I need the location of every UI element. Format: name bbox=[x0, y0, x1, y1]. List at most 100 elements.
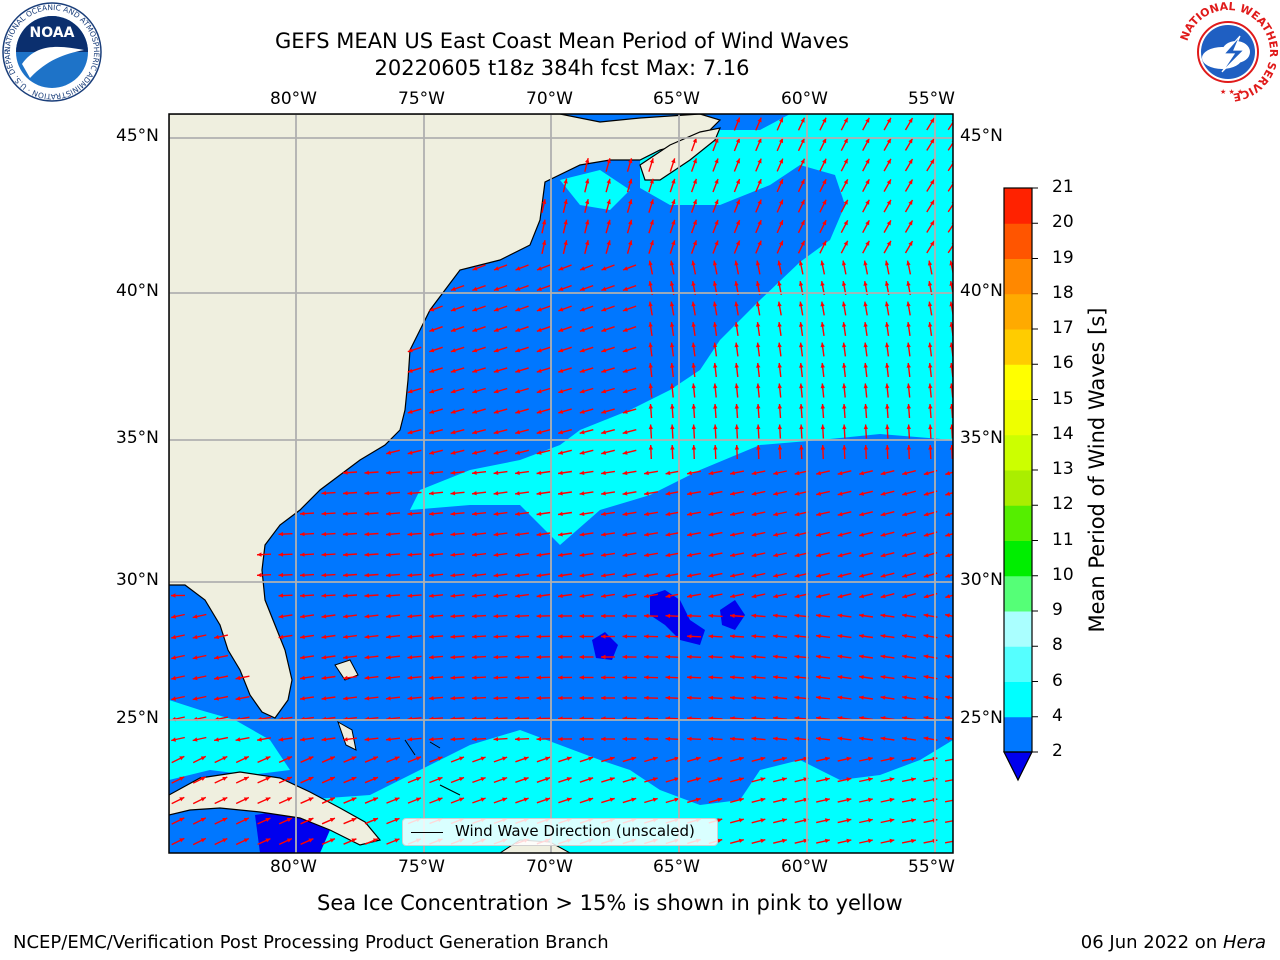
wind-wave-arrowhead bbox=[687, 573, 692, 578]
lon-label: 70°W bbox=[526, 89, 573, 109]
wind-wave-arrowhead bbox=[609, 777, 615, 782]
wind-wave-arrowhead bbox=[493, 593, 499, 598]
wind-wave-arrowhead bbox=[824, 756, 830, 761]
colorbar-segment bbox=[1004, 364, 1032, 400]
wind-wave-arrowhead bbox=[734, 260, 739, 266]
land-bahamas-1 bbox=[334, 659, 359, 681]
wind-wave-arrowhead bbox=[692, 240, 697, 246]
wind-wave-arrowhead bbox=[579, 307, 585, 312]
wind-wave-arrowhead bbox=[450, 327, 456, 332]
colorbar-segment bbox=[1004, 329, 1032, 365]
wind-wave-arrowhead bbox=[437, 797, 443, 802]
wind-wave-arrowhead bbox=[386, 491, 391, 496]
wind-wave-arrowhead bbox=[558, 389, 564, 394]
wind-wave-arrowhead bbox=[822, 199, 827, 205]
wind-wave-arrowhead bbox=[911, 756, 916, 762]
wind-wave-arrowhead bbox=[416, 797, 421, 802]
wind-wave-arrowhead bbox=[713, 383, 718, 389]
wind-wave-arrowhead bbox=[579, 430, 585, 435]
wind-wave-arrowhead bbox=[300, 511, 305, 516]
wind-wave-arrowhead bbox=[652, 797, 658, 802]
wind-wave-arrowhead bbox=[906, 363, 911, 368]
wind-wave-arrowhead bbox=[923, 654, 929, 659]
noaa-logo: NATIONAL OCEANIC AND ATMOSPHERIC ADMINIS… bbox=[2, 2, 102, 102]
wind-wave-arrowhead bbox=[386, 552, 391, 557]
wind-wave-arrowhead bbox=[756, 404, 761, 409]
wind-wave-arrow bbox=[944, 799, 953, 803]
wind-wave-direction-arrows bbox=[170, 117, 953, 846]
wind-wave-arrowhead bbox=[493, 348, 499, 353]
wind-wave-arrowhead bbox=[493, 737, 499, 742]
colorbar-tick-label: 20 bbox=[1052, 212, 1074, 233]
wind-wave-arrowhead bbox=[734, 301, 739, 307]
wind-wave-arrowhead bbox=[308, 838, 314, 843]
land-north-america bbox=[169, 114, 722, 719]
wind-wave-arrowhead bbox=[714, 158, 719, 164]
wind-wave-arrowhead bbox=[798, 301, 804, 307]
wind-wave-arrowhead bbox=[622, 286, 628, 291]
wind-wave-arrowhead bbox=[386, 655, 391, 660]
wind-wave-arrowhead bbox=[515, 593, 520, 598]
wind-wave-arrowhead bbox=[515, 511, 520, 516]
wind-wave-arrowhead bbox=[695, 777, 701, 782]
colorbar-tick-label: 4 bbox=[1052, 705, 1063, 726]
wind-wave-arrowhead bbox=[579, 695, 584, 701]
wind-wave-arrowhead bbox=[472, 511, 477, 516]
wind-wave-arrowhead bbox=[437, 777, 443, 782]
wind-wave-arrowhead bbox=[779, 138, 783, 144]
wind-wave-arrowhead bbox=[880, 594, 886, 599]
wind-wave-arrowhead bbox=[923, 573, 929, 578]
wind-wave-arrowhead bbox=[606, 178, 611, 184]
wind-wave-arrowhead bbox=[908, 179, 913, 185]
lon-label: 65°W bbox=[653, 857, 700, 877]
wind-wave-arrowhead bbox=[859, 654, 864, 659]
wind-wave-arrowhead bbox=[537, 266, 542, 271]
wind-wave-arrowhead bbox=[450, 593, 456, 598]
wind-wave-arrowhead bbox=[351, 756, 357, 761]
wind-wave-arrowhead bbox=[714, 179, 719, 184]
wind-wave-arrowhead bbox=[429, 307, 435, 312]
wind-wave-arrowhead bbox=[300, 634, 305, 639]
lat-label: 25°N bbox=[960, 708, 1003, 728]
wind-wave-arrowhead bbox=[928, 424, 933, 430]
wind-wave-arrowhead bbox=[863, 424, 868, 430]
wind-wave-arrowhead bbox=[585, 219, 590, 225]
wind-wave-arrowhead bbox=[644, 470, 649, 476]
wind-wave-arrowhead bbox=[429, 614, 434, 619]
wind-wave-arrowhead bbox=[622, 470, 628, 476]
wind-wave-arrowhead bbox=[329, 756, 335, 761]
wind-wave-arrowhead bbox=[799, 322, 804, 327]
wind-wave-arrowhead bbox=[541, 240, 547, 245]
wind-wave-arrowhead bbox=[493, 327, 499, 332]
wind-wave-arrow bbox=[944, 840, 953, 844]
wind-wave-arrowhead bbox=[687, 491, 692, 496]
wind-wave-arrowhead bbox=[601, 307, 607, 312]
wind-wave-arrowhead bbox=[179, 838, 185, 843]
wind-wave-arrowhead bbox=[265, 797, 271, 802]
wind-wave-arrowhead bbox=[601, 470, 606, 475]
wind-wave-arrowhead bbox=[889, 777, 895, 782]
wind-wave-arrow bbox=[947, 182, 953, 192]
wind-wave-arrowhead bbox=[777, 322, 782, 327]
wind-wave-arrowhead bbox=[200, 817, 206, 822]
wind-wave-arrowhead bbox=[622, 613, 627, 619]
wind-wave-arrowhead bbox=[902, 675, 907, 680]
wind-wave-arrowhead bbox=[257, 572, 262, 578]
wind-wave-arrowhead bbox=[278, 593, 284, 598]
wind-wave-arrowhead bbox=[649, 240, 654, 246]
wind-wave-arrowhead bbox=[669, 281, 675, 286]
wind-wave-arrowhead bbox=[734, 281, 739, 286]
wind-wave-arrowhead bbox=[343, 511, 348, 516]
wind-wave-arrowhead bbox=[644, 634, 649, 639]
wind-wave-arrowhead bbox=[928, 404, 933, 409]
wind-wave-arrowhead bbox=[863, 383, 868, 389]
wind-wave-arrowhead bbox=[665, 695, 671, 701]
wind-wave-arrowhead bbox=[343, 675, 348, 680]
wind-wave-arrowhead bbox=[687, 695, 692, 700]
wind-wave-arrowhead bbox=[472, 327, 478, 332]
wind-wave-arrowhead bbox=[779, 220, 783, 226]
wind-wave-arrowhead bbox=[794, 470, 800, 476]
wind-wave-arrowhead bbox=[880, 695, 886, 700]
wind-wave-arrowhead bbox=[373, 818, 378, 822]
wind-wave-arrowhead bbox=[429, 348, 435, 353]
